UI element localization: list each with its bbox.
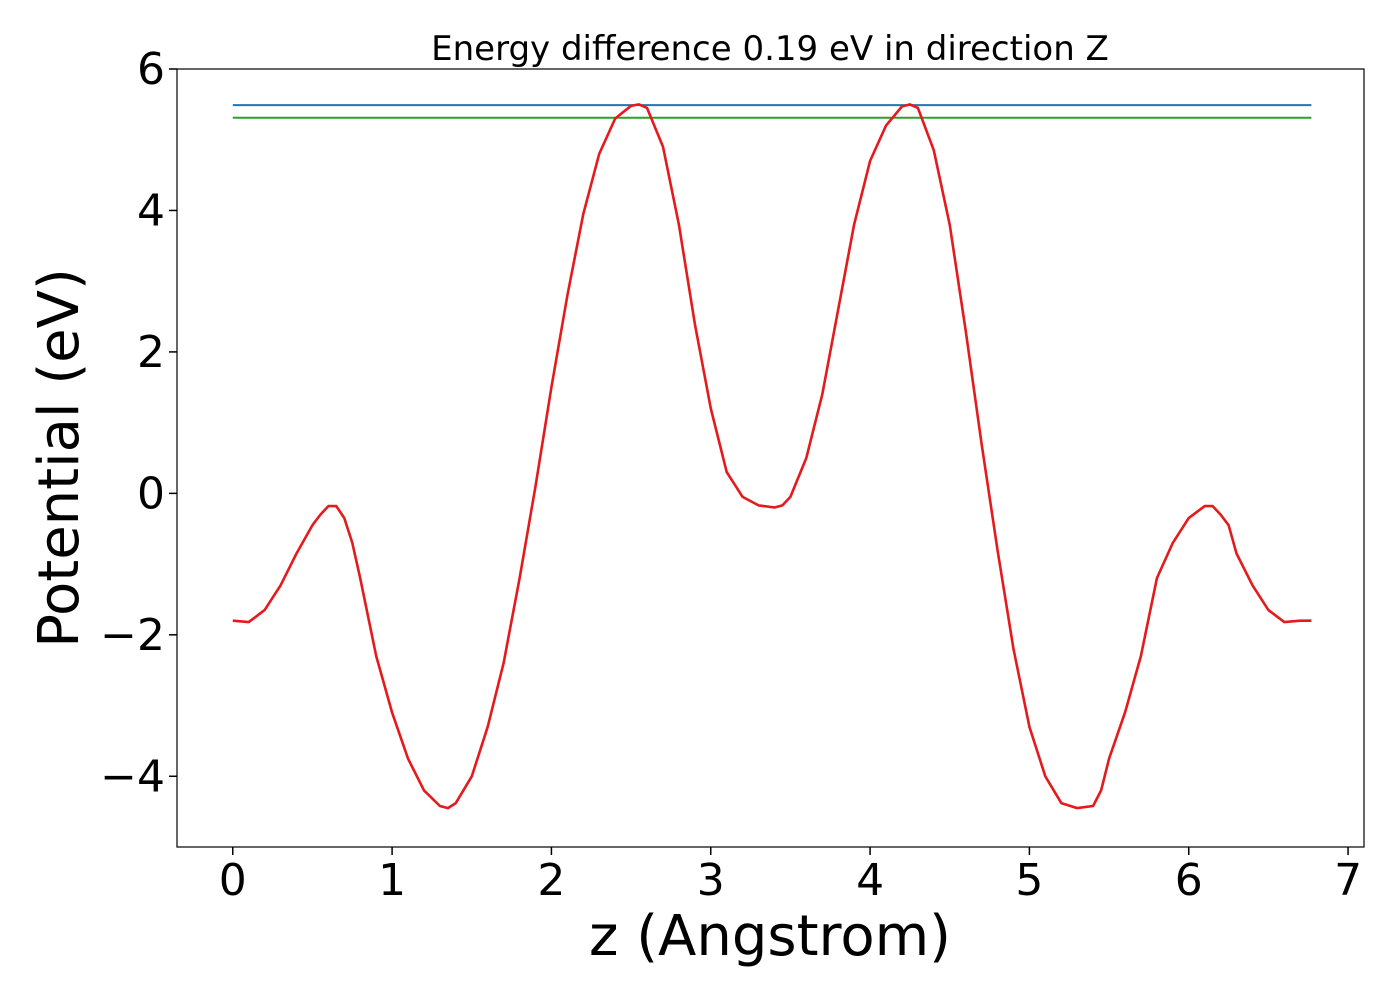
x-axis-label: z (Angstrom) xyxy=(589,904,951,969)
x-tick-label: 6 xyxy=(1175,855,1203,906)
y-tick-label: −2 xyxy=(100,610,165,661)
y-tick-label: 0 xyxy=(137,468,165,519)
x-tick-label: 1 xyxy=(378,855,406,906)
x-tick-label: 4 xyxy=(856,855,884,906)
x-tick-label: 2 xyxy=(537,855,565,906)
plot-area: 0 1 2 3 4 5 6 7 −4 −2 0 2 4 6 xyxy=(100,44,1365,906)
y-tick-label: 6 xyxy=(137,44,165,95)
y-axis-label: Potential (eV) xyxy=(27,268,92,648)
x-tick-label: 0 xyxy=(219,855,247,906)
y-tick-label: 2 xyxy=(137,327,165,378)
plot-frame xyxy=(176,68,1365,848)
x-tick-label: 3 xyxy=(697,855,725,906)
x-tick-label: 7 xyxy=(1334,855,1362,906)
y-tick-label: −4 xyxy=(100,751,165,802)
chart-title: Energy difference 0.19 eV in direction Z xyxy=(431,29,1109,69)
x-tick-label: 5 xyxy=(1015,855,1043,906)
y-tick-label: 4 xyxy=(137,185,165,236)
series-line-3 xyxy=(232,103,1312,810)
